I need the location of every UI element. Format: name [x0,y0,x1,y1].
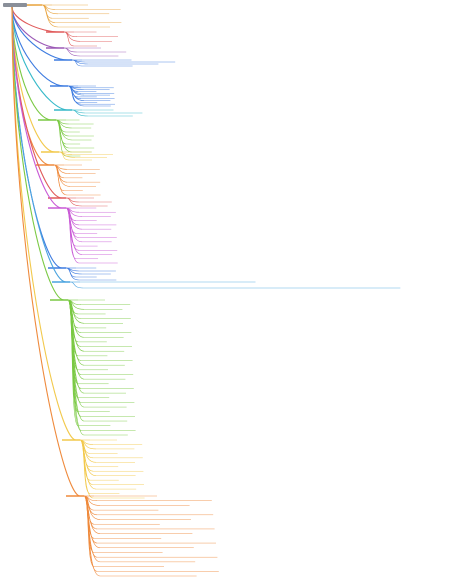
child-connector [83,495,98,544]
branch-connector [11,6,69,61]
child-connector [65,207,80,264]
child-connector [79,439,94,499]
branch-b16[interactable] [11,6,219,577]
branch-b13[interactable] [11,6,401,289]
child-connector [69,281,84,289]
child-connector [58,151,70,161]
branch-b11[interactable] [11,6,118,264]
child-connector [41,4,59,28]
branch-b3[interactable] [11,6,127,57]
child-connector [71,109,89,117]
child-connector [67,299,85,436]
child-connector [71,59,83,67]
branch-b6[interactable] [11,6,143,117]
branch-b4[interactable] [11,6,176,67]
child-connector [63,47,81,57]
child-connector [65,267,80,281]
branch-connector [11,6,65,301]
branch-b7[interactable] [11,6,95,157]
child-connector [67,85,85,107]
child-connector [83,495,101,577]
branch-b2[interactable] [11,6,118,47]
child-connector [63,31,75,47]
branch-connector [11,6,63,209]
child-connector [79,439,94,485]
branch-b14[interactable] [11,6,136,436]
branch-connector [11,6,69,111]
root-node[interactable] [3,3,27,7]
branch-connector [11,6,81,497]
child-connector [65,197,83,207]
branch-b1[interactable] [11,4,122,28]
child-connector [53,164,68,196]
child-connector [65,207,80,251]
